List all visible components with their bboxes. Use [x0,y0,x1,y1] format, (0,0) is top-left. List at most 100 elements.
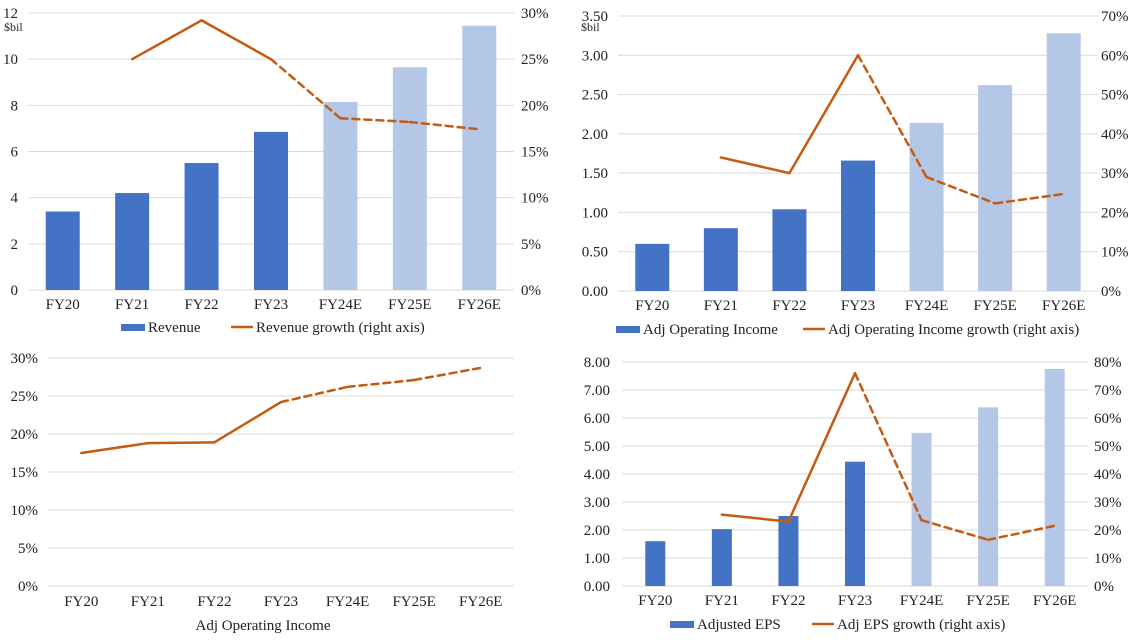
adjusted-eps-bar [845,461,865,586]
adjusted-eps-category-label: FY24E [900,593,943,609]
adj-operating-income-bar [841,160,875,291]
revenue-line-segment [408,120,481,131]
adj-operating-income-right-tick-label: 30% [1101,166,1129,182]
adj-operating-income-legend-bar-swatch [616,326,640,333]
adj-operating-income-left-tick-label: 0.50 [582,245,608,261]
adj-operating-income-left-tick-label: 1.00 [582,205,608,221]
revenue-legend-label: Revenue [148,320,201,336]
adj-operating-income-bar [1046,33,1081,292]
adj-operating-margin-x-axis-title: Adj Operating Income [196,618,331,634]
adj-operating-income-category-label: FY20 [635,298,669,314]
adjusted-eps-left-tick-label: 1.00 [584,551,610,567]
revenue-line-segment [200,19,273,61]
adj-operating-margin-group [48,357,514,587]
revenue-bar [323,101,358,290]
adjusted-eps-left-tick-label: 3.00 [584,495,610,511]
adj-operating-income-bar [703,228,738,291]
revenue-category-label: FY20 [46,297,80,313]
adj-operating-income-category-label: FY23 [841,298,875,314]
adjusted-eps-left-tick-label: 7.00 [584,383,610,399]
adj-operating-income-left-tick-label: 3.00 [582,48,608,64]
adj-operating-margin-left-tick-label: 5% [18,541,38,557]
adj-operating-income-bar [909,122,944,291]
adj-operating-income-left-tick-label: 3.50 [582,9,608,25]
adj-operating-income-line-segment [856,54,928,179]
revenue-right-tick-label: 15% [521,145,549,161]
revenue-right-tick-label: 25% [521,52,549,68]
revenue-bar [184,163,219,290]
adjusted-eps-left-tick-label: 4.00 [584,467,610,483]
adjusted-eps-right-tick-label: 20% [1094,523,1122,539]
revenue-left-tick-label: 4 [11,191,19,207]
adjusted-eps-category-label: FY22 [771,593,805,609]
revenue-category-label: FY21 [115,297,149,313]
revenue-right-tick-label: 30% [521,6,549,22]
revenue-bar [392,67,427,290]
revenue-right-tick-label: 0% [521,283,541,299]
adj-operating-income-category-label: FY22 [772,298,806,314]
revenue-left-tick-label: 10 [3,52,18,68]
adj-operating-margin-left-tick-label: 30% [11,351,39,367]
revenue-category-label: FY25E [388,297,431,313]
adjusted-eps-line-segment [920,518,990,542]
adj-operating-margin-left-tick-label: 15% [11,465,39,481]
adj-operating-margin-left-tick-label: 25% [11,389,39,405]
revenue-left-tick-label: 0 [11,283,19,299]
revenue-bar [115,193,150,290]
adj-operating-income-bar [635,243,670,291]
adjusted-eps-right-tick-label: 50% [1094,439,1122,455]
revenue-category-label: FY22 [184,297,218,313]
adj-operating-margin-left-tick-label: 10% [11,503,39,519]
adjusted-eps-legend-label: Adjusted EPS [697,617,781,633]
adjusted-eps-legend-label: Adj EPS growth (right axis) [837,617,1005,633]
adj-operating-margin-category-label: FY24E [326,594,369,610]
adjusted-eps-left-tick-label: 8.00 [584,355,610,371]
adj-operating-margin-line-segment [346,378,416,389]
adj-operating-income-legend-label: Adj Operating Income growth (right axis) [828,322,1079,338]
revenue-right-tick-label: 20% [521,98,549,114]
adj-operating-margin-line-segment [213,400,283,444]
revenue-legend-bar-swatch [121,324,145,331]
adjusted-eps-left-tick-label: 2.00 [584,523,610,539]
revenue-category-label: FY24E [319,297,362,313]
adj-operating-income-left-tick-label: 1.50 [582,166,608,182]
adjusted-eps-category-label: FY21 [705,593,739,609]
adj-operating-income-group [616,15,1098,333]
revenue-right-tick-label: 10% [521,191,549,207]
adj-operating-income-category-label: FY26E [1042,298,1085,314]
adj-operating-margin-line-segment [412,366,482,382]
adjusted-eps-right-tick-label: 60% [1094,411,1122,427]
adj-operating-income-line-segment [993,192,1065,205]
adjusted-eps-right-tick-label: 30% [1094,495,1122,511]
adj-operating-margin-category-label: FY21 [131,594,165,610]
adjusted-eps-right-tick-label: 10% [1094,551,1122,567]
adjusted-eps-left-tick-label: 6.00 [584,411,610,427]
adj-operating-income-unit-label: $bil [581,20,600,34]
adj-operating-income-right-tick-label: 20% [1101,205,1129,221]
adj-operating-margin-category-label: FY20 [64,594,98,610]
revenue-legend-label: Revenue growth (right axis) [256,320,425,336]
revenue-left-tick-label: 2 [11,237,19,253]
revenue-category-label: FY23 [254,297,288,313]
adjusted-eps-bar [978,407,999,586]
adj-operating-income-category-label: FY24E [905,298,948,314]
revenue-left-tick-label: 6 [11,145,19,161]
adjusted-eps-category-label: FY26E [1033,593,1076,609]
adjusted-eps-line-segment [720,513,790,523]
adj-operating-income-legend-label: Adj Operating Income [643,322,778,338]
adj-operating-income-right-tick-label: 60% [1101,48,1129,64]
adj-operating-income-left-tick-label: 0.00 [582,284,608,300]
adjusted-eps-bar [711,529,732,586]
adjusted-eps-group [622,361,1088,628]
adjusted-eps-right-tick-label: 0% [1094,579,1114,595]
revenue-left-tick-label: 12 [3,6,18,22]
revenue-right-tick-label: 5% [521,237,541,253]
adjusted-eps-bar [645,541,666,586]
adjusted-eps-category-label: FY25E [966,593,1009,609]
adjusted-eps-legend-bar-swatch [670,621,694,628]
adj-operating-margin-line-segment [80,441,150,455]
adjusted-eps-left-tick-label: 5.00 [584,439,610,455]
adjusted-eps-right-tick-label: 70% [1094,383,1122,399]
adj-operating-income-bar [772,209,807,291]
